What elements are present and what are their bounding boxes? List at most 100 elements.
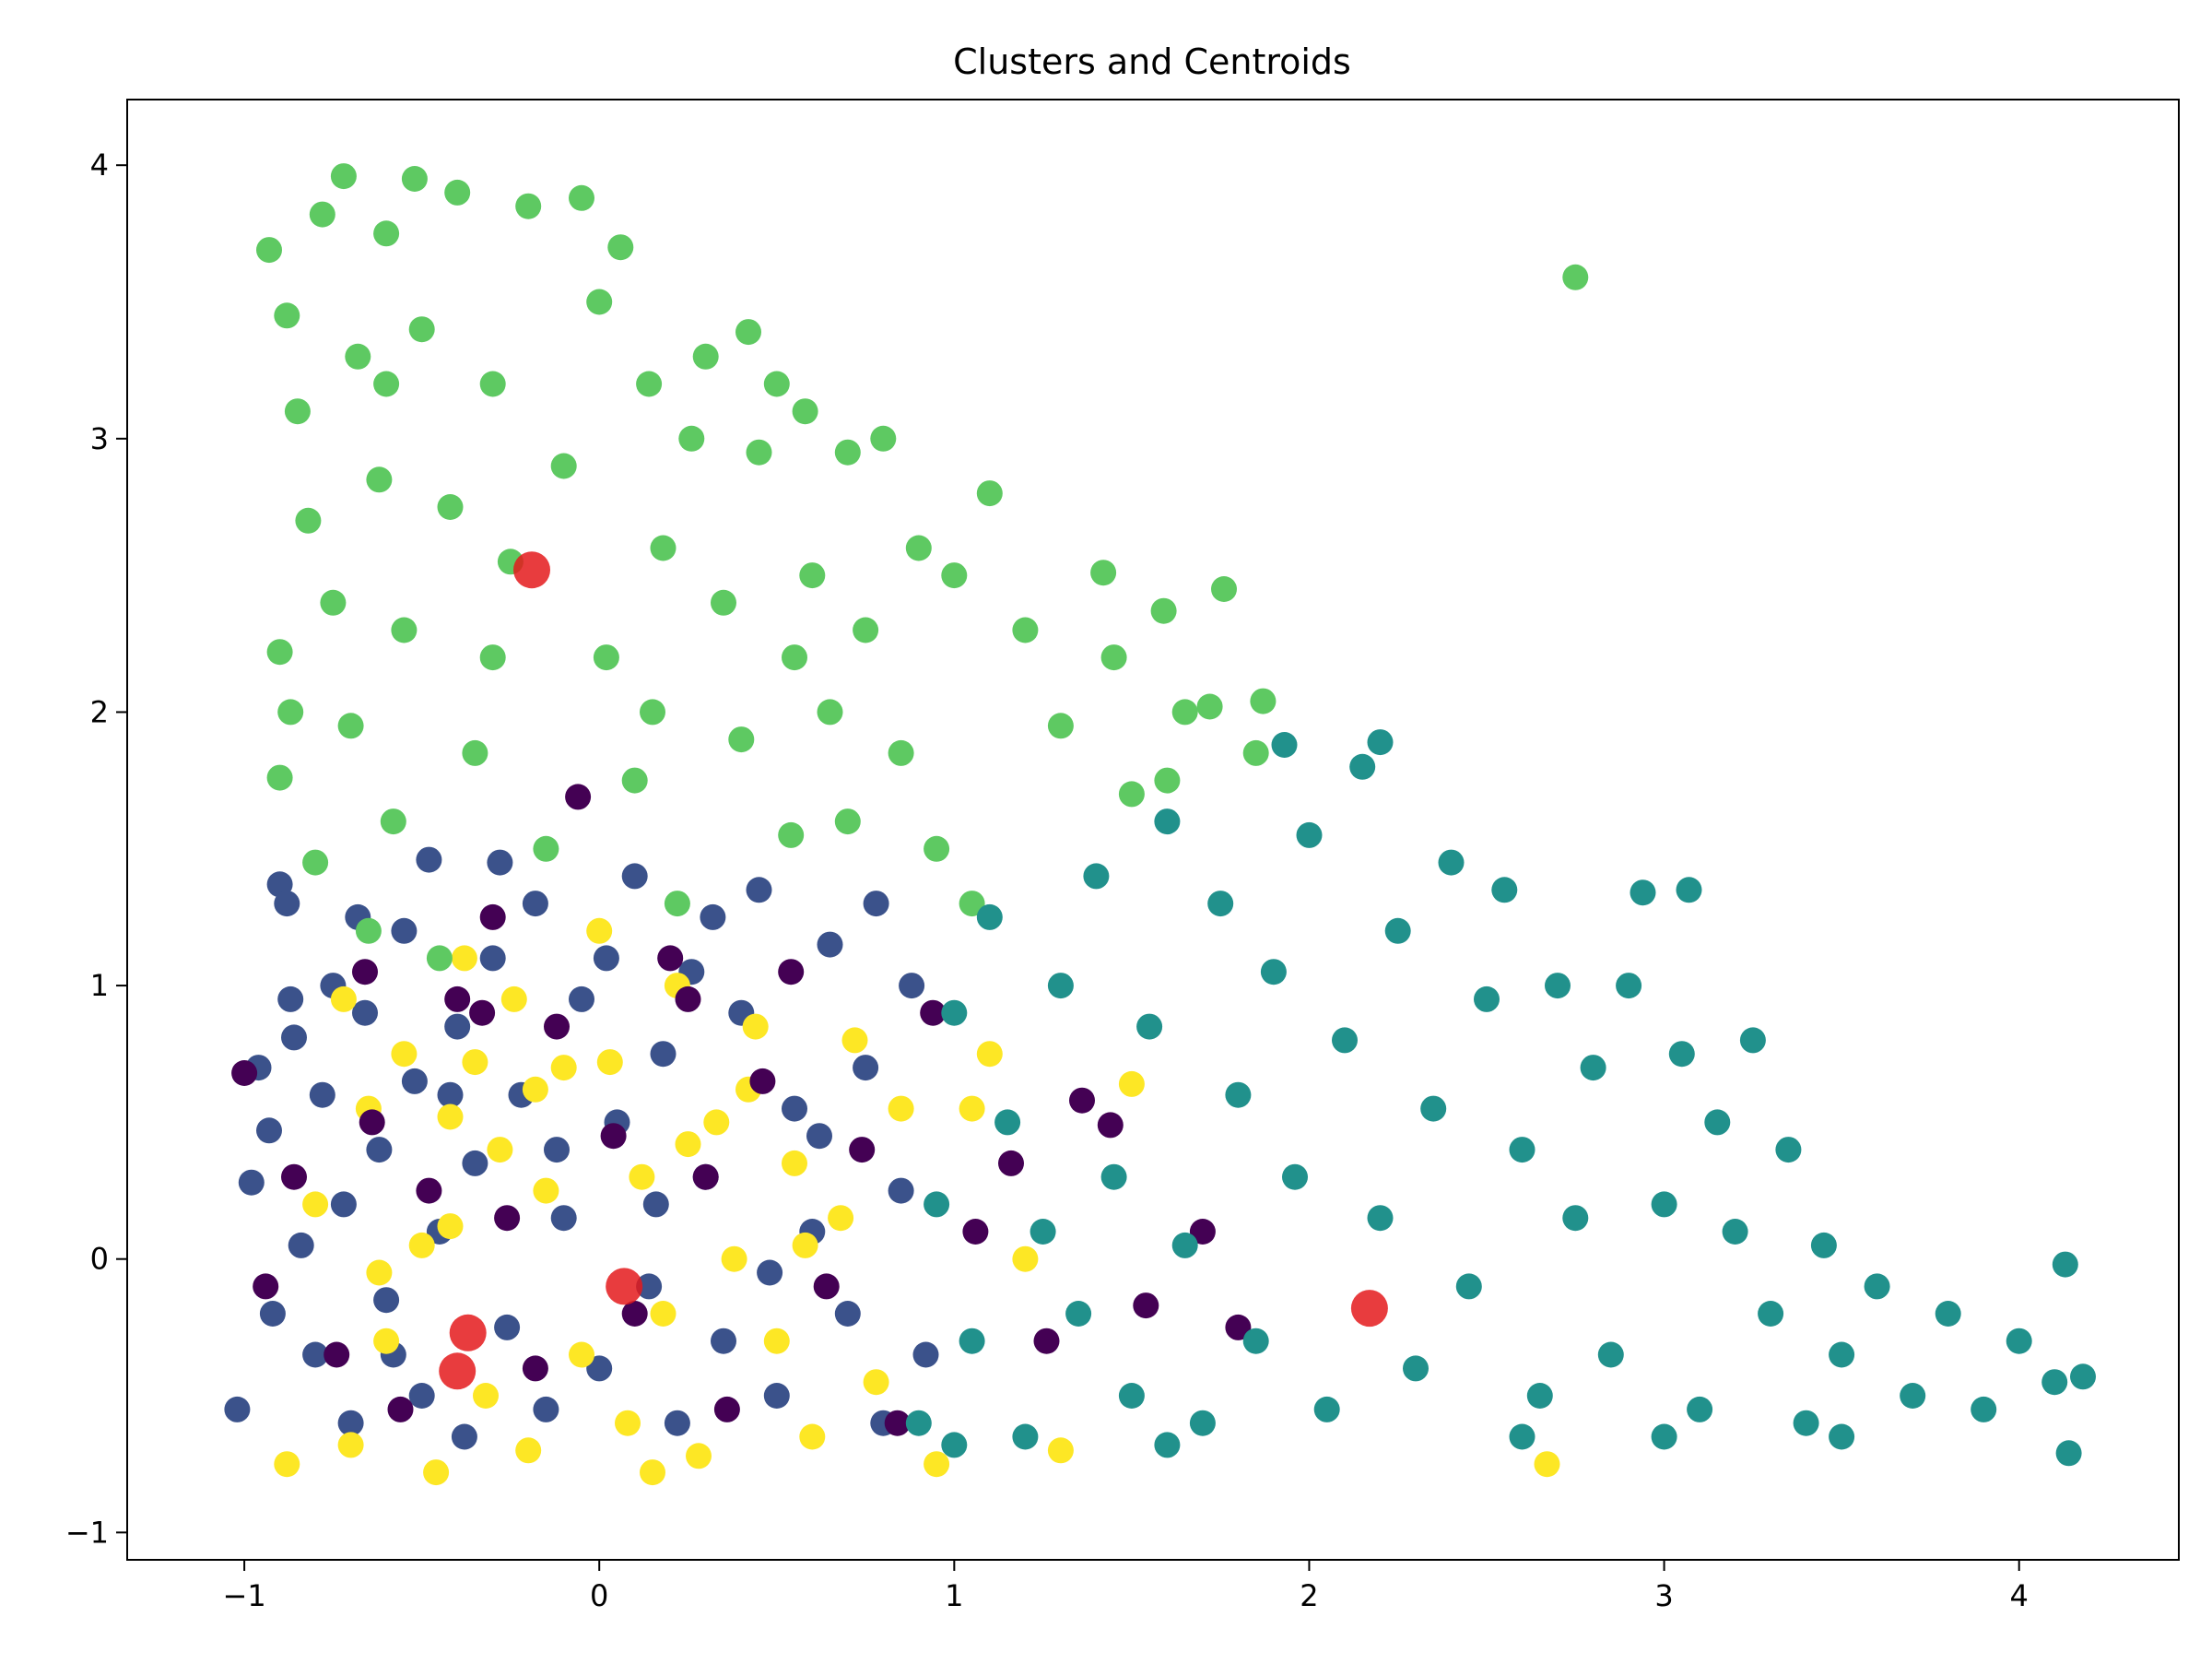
plot-area bbox=[224, 163, 2096, 1486]
data-point bbox=[274, 302, 300, 329]
data-point bbox=[352, 999, 378, 1026]
data-point bbox=[817, 699, 843, 726]
data-point bbox=[959, 1095, 985, 1122]
data-point bbox=[1211, 576, 1237, 602]
data-point bbox=[778, 959, 805, 985]
data-point bbox=[621, 863, 648, 890]
data-point bbox=[266, 764, 293, 791]
data-point bbox=[728, 726, 755, 753]
data-point bbox=[1687, 1396, 1713, 1422]
data-point bbox=[1775, 1137, 1802, 1163]
data-point bbox=[565, 784, 592, 810]
data-point bbox=[1474, 985, 1500, 1012]
y-tick-label: −1 bbox=[65, 1515, 109, 1550]
data-point bbox=[373, 1328, 400, 1354]
data-point bbox=[324, 1341, 350, 1368]
data-point bbox=[742, 1013, 769, 1040]
data-point bbox=[615, 1410, 641, 1436]
data-point bbox=[596, 1049, 623, 1076]
data-point bbox=[469, 999, 496, 1026]
data-point bbox=[817, 931, 843, 958]
data-point bbox=[994, 1109, 1021, 1136]
data-point bbox=[692, 343, 719, 370]
data-point bbox=[1012, 1245, 1039, 1272]
data-point bbox=[621, 767, 648, 794]
data-point bbox=[2041, 1369, 2068, 1396]
data-point bbox=[1900, 1383, 1926, 1409]
data-point bbox=[700, 903, 726, 930]
data-point bbox=[1083, 863, 1110, 890]
data-point bbox=[1296, 821, 1323, 848]
data-point bbox=[1580, 1055, 1606, 1081]
data-point bbox=[1225, 1314, 1252, 1340]
data-point bbox=[479, 903, 506, 930]
data-point bbox=[1455, 1273, 1482, 1300]
data-point bbox=[1150, 597, 1177, 624]
data-point bbox=[757, 1259, 783, 1286]
y-tick-label: 1 bbox=[90, 968, 109, 1003]
data-point bbox=[373, 371, 400, 397]
data-point bbox=[1367, 729, 1394, 756]
data-point bbox=[256, 237, 282, 264]
data-point bbox=[1065, 1301, 1092, 1327]
data-point bbox=[231, 1060, 258, 1086]
data-point bbox=[1491, 877, 1518, 903]
data-point bbox=[309, 1081, 335, 1108]
data-point bbox=[735, 319, 761, 346]
data-point bbox=[309, 201, 335, 228]
data-point bbox=[650, 1041, 677, 1068]
data-point bbox=[899, 973, 925, 999]
data-point bbox=[1313, 1396, 1340, 1422]
data-point bbox=[494, 1314, 521, 1340]
data-point bbox=[782, 1095, 807, 1122]
data-point bbox=[337, 1432, 364, 1458]
data-point bbox=[515, 193, 542, 219]
data-point bbox=[1012, 617, 1039, 643]
data-point bbox=[259, 1301, 286, 1327]
data-point bbox=[479, 371, 506, 397]
data-point bbox=[274, 1451, 300, 1478]
data-point bbox=[941, 999, 968, 1026]
data-point bbox=[1189, 1219, 1216, 1245]
data-point bbox=[451, 1423, 477, 1450]
data-point bbox=[408, 1383, 435, 1409]
data-point bbox=[1196, 693, 1223, 720]
data-point bbox=[380, 808, 406, 835]
data-point bbox=[2070, 1363, 2096, 1390]
data-point bbox=[1829, 1341, 1855, 1368]
data-point bbox=[1047, 1437, 1074, 1464]
data-point bbox=[834, 439, 861, 466]
data-point bbox=[1033, 1328, 1060, 1354]
data-point bbox=[281, 1163, 307, 1190]
data-point bbox=[281, 1024, 307, 1051]
data-point bbox=[373, 220, 400, 247]
data-point bbox=[692, 1163, 719, 1190]
data-point bbox=[1097, 1112, 1124, 1139]
x-tick-label: −1 bbox=[223, 1578, 266, 1613]
data-point bbox=[941, 562, 968, 589]
centroid-marker bbox=[606, 1268, 643, 1305]
data-point bbox=[849, 1137, 876, 1163]
x-tick-label: 3 bbox=[1654, 1578, 1673, 1613]
data-point bbox=[1668, 1041, 1695, 1068]
data-point bbox=[976, 903, 1003, 930]
data-point bbox=[1118, 1383, 1145, 1409]
data-point bbox=[1864, 1273, 1890, 1300]
data-point bbox=[1242, 1328, 1269, 1354]
data-point bbox=[1250, 688, 1277, 714]
data-point bbox=[976, 1041, 1003, 1068]
data-point bbox=[256, 1117, 282, 1144]
data-point bbox=[401, 1068, 428, 1094]
data-point bbox=[863, 891, 889, 917]
data-point bbox=[1030, 1219, 1056, 1245]
data-point bbox=[1384, 917, 1411, 944]
data-point bbox=[1349, 753, 1376, 780]
data-point bbox=[675, 1131, 701, 1158]
data-point bbox=[391, 917, 418, 944]
data-point bbox=[1438, 849, 1465, 876]
data-point bbox=[924, 1451, 950, 1478]
data-point bbox=[274, 891, 300, 917]
data-point bbox=[1207, 891, 1234, 917]
